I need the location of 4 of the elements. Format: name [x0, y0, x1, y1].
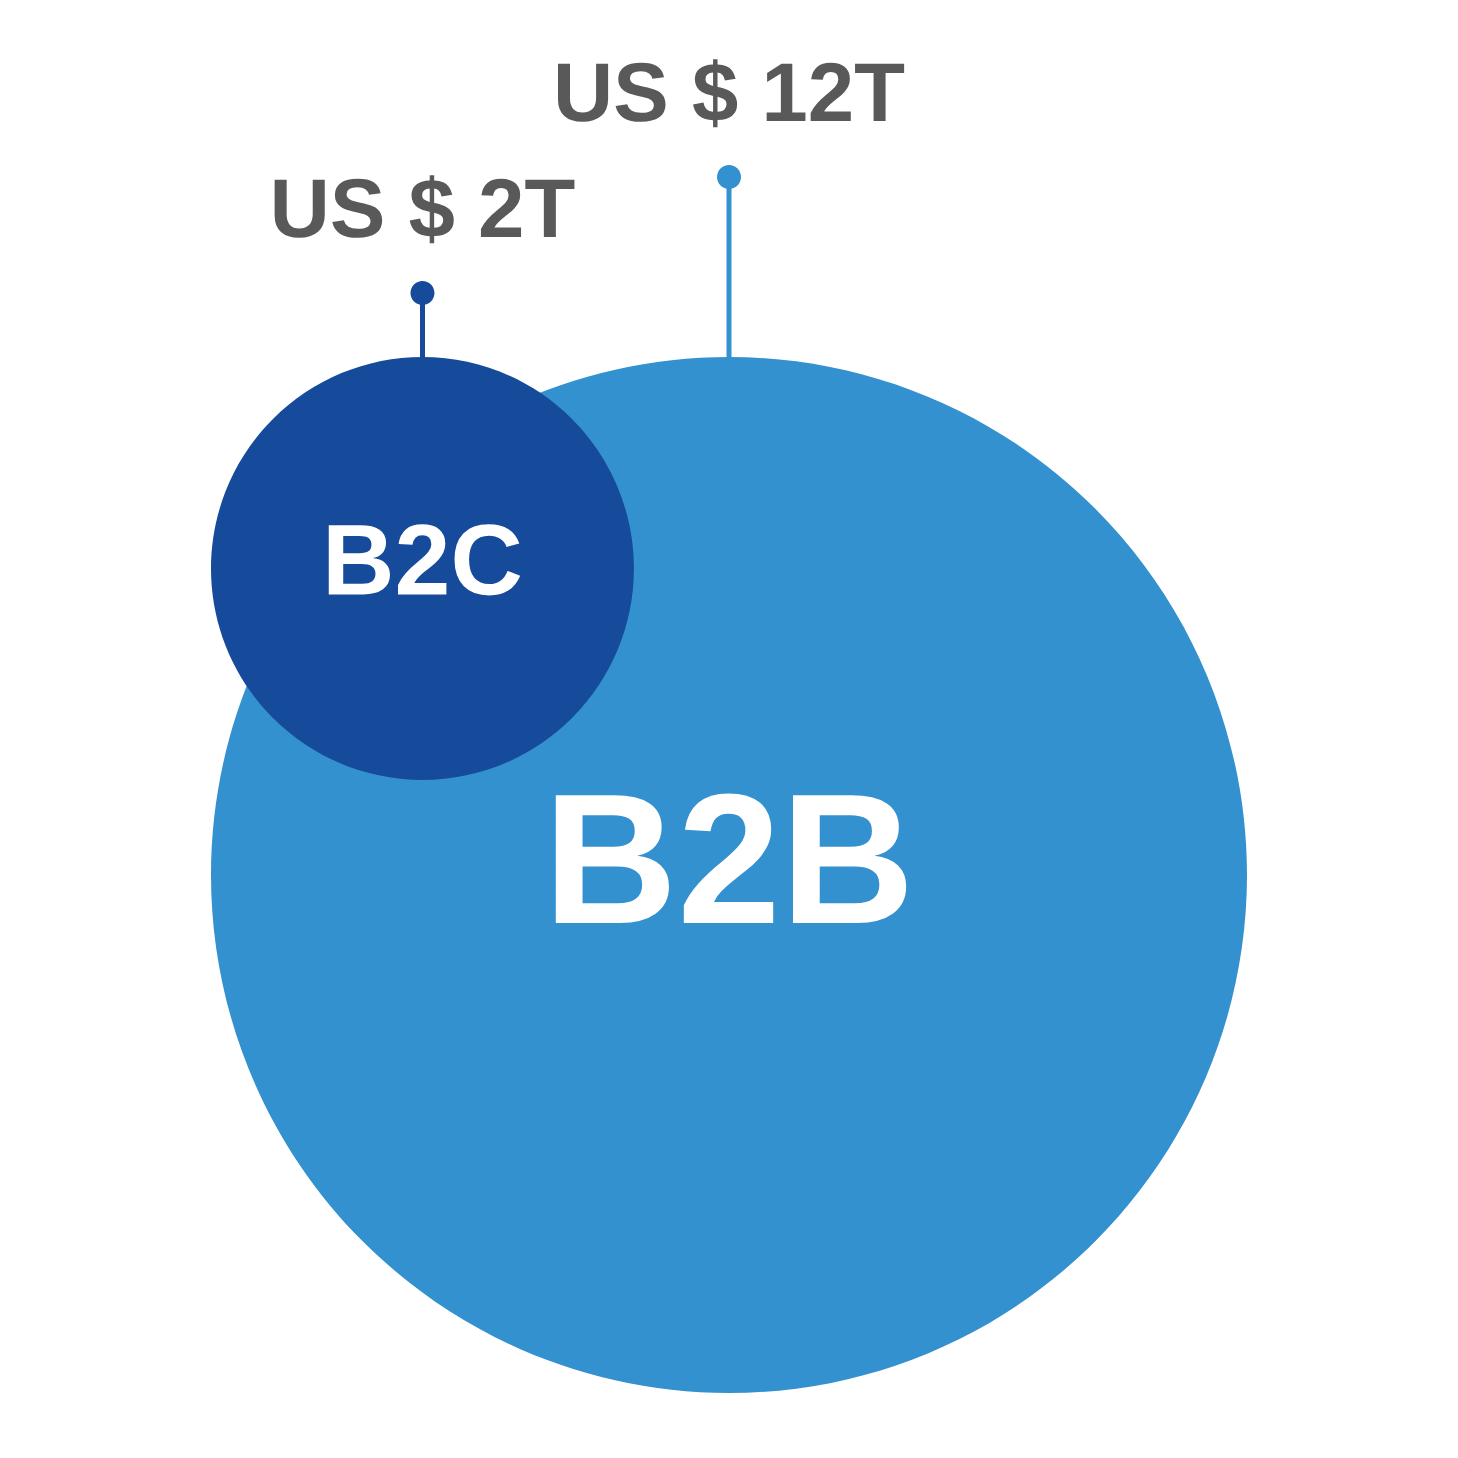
- category-label: B2B: [555, 793, 907, 923]
- category-label: B2C: [328, 524, 521, 596]
- data-label: US $ 2T: [274, 175, 575, 244]
- data-label: US $ 12T: [558, 59, 905, 128]
